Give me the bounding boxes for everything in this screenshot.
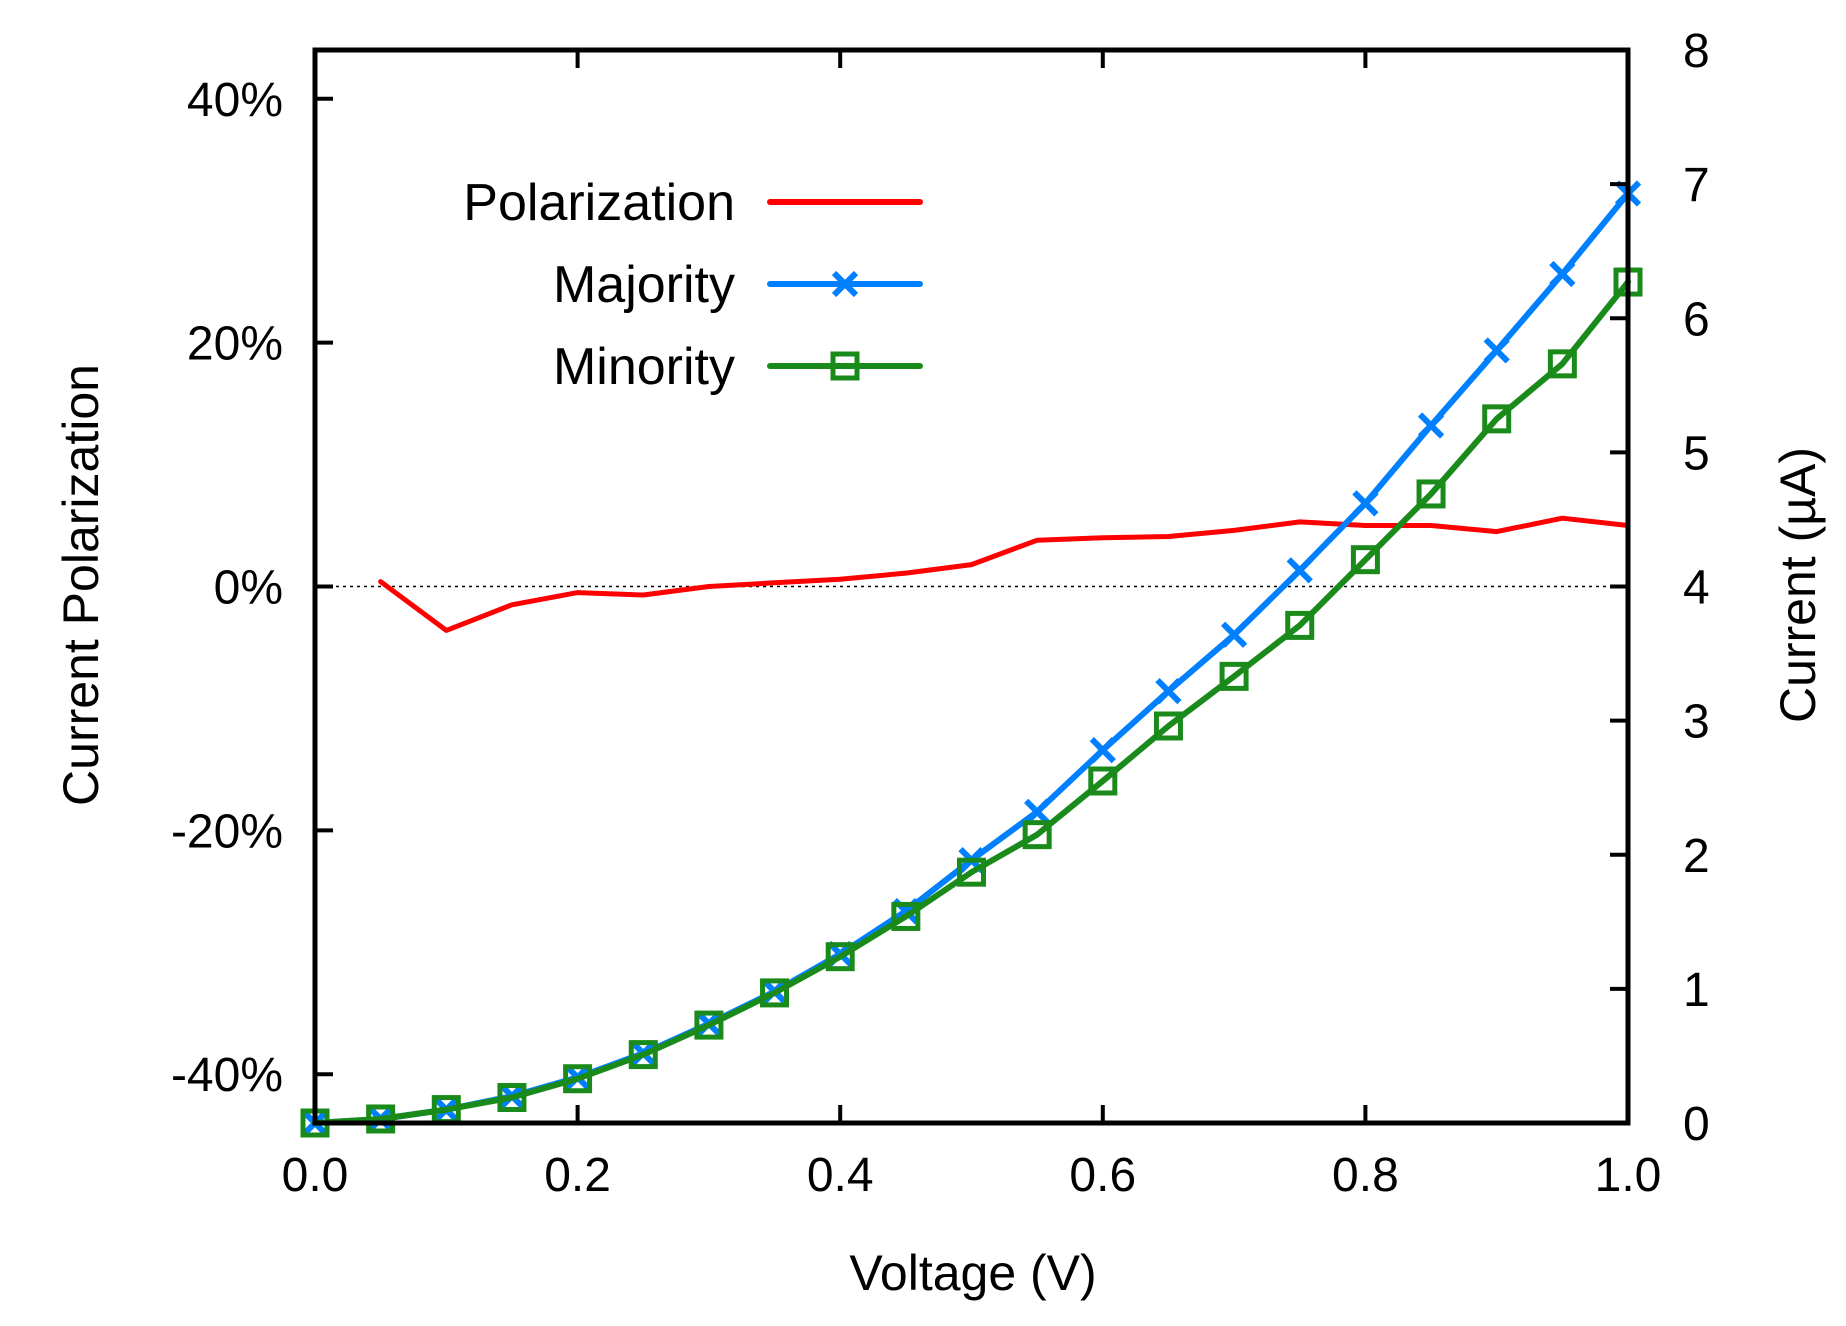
series-polarization [378,515,1631,633]
minority-point [1416,479,1446,509]
series-line-minority [312,279,1631,1126]
marker-cross-stroke [1024,798,1051,825]
majority-point [1417,412,1445,439]
majority-point [1024,798,1051,825]
marker-cross-stroke [1155,677,1182,705]
minority-point [1153,711,1183,741]
x-tick-label: 0.8 [1332,1149,1399,1202]
marker-cross-stroke [1089,737,1116,764]
minority-point [1482,404,1512,434]
series-minority [300,267,1643,1138]
majority-point [1220,621,1248,648]
minority-point [825,942,855,972]
y-right-tick-label: 5 [1683,427,1710,480]
legend-marker-minority [830,351,860,381]
y-right-tick-label: 0 [1683,1098,1710,1151]
minority-point [1547,349,1577,379]
minority-point [760,978,790,1008]
legend-label-minority: Minority [553,338,735,396]
y-right-tick-label: 7 [1683,159,1710,212]
marker-cross-stroke [1286,557,1313,584]
y-right-tick-label: 4 [1683,562,1710,615]
majority-point [1483,337,1510,364]
marker-cross-stroke [1352,490,1379,517]
marker-cross-stroke [1417,412,1445,439]
x-tick-label: 0.4 [807,1149,874,1202]
marker-cross-stroke [831,270,859,298]
minority-point [1088,766,1118,796]
y-left-tick-label: 0% [214,562,283,615]
minority-point [366,1104,396,1134]
y-axis-left-title: Current Polarization [53,364,109,806]
y-right-tick-label: 2 [1683,830,1710,883]
minority-point [563,1064,593,1094]
majority-point [1155,677,1182,705]
legend-label-polarization: Polarization [463,174,735,232]
minority-point [694,1010,724,1040]
legend-marker-majority [831,270,859,298]
majority-point [1089,737,1116,764]
minority-point [628,1040,658,1070]
x-tick-label: 0.0 [282,1149,349,1202]
series-line-majority [312,190,1631,1126]
majority-point [1286,557,1313,584]
x-tick-label: 1.0 [1595,1149,1662,1202]
marker-cross-stroke [1220,621,1248,648]
majority-point [1549,260,1576,288]
y-right-tick-label: 1 [1683,964,1710,1017]
series-line-polarization [378,515,1631,633]
y-left-tick-label: -20% [171,805,283,858]
minority-point [1350,545,1380,575]
y-left-tick-label: 40% [187,74,283,127]
y-right-tick-label: 3 [1683,696,1710,749]
series-majority [301,180,1642,1137]
marker-cross-stroke [1549,260,1576,288]
minority-point [497,1083,527,1113]
y-left-tick-label: -40% [171,1049,283,1102]
legend-item-polarization: Polarization [463,174,923,232]
legend-item-majority: Majority [553,256,923,314]
legend-item-minority: Minority [553,338,923,396]
y-right-tick-label: 6 [1683,293,1710,346]
y-left-tick-label: 20% [187,318,283,371]
legend-label-majority: Majority [553,256,735,314]
majority-point [1352,490,1379,517]
minority-point [891,901,921,931]
minority-point [1285,610,1315,640]
minority-point [1219,661,1249,691]
minority-point [957,857,986,887]
minority-point [1022,820,1052,850]
x-tick-label: 0.6 [1069,1149,1136,1202]
marker-cross-stroke [1483,337,1510,364]
x-axis-title: Voltage (V) [849,1245,1096,1301]
x-tick-label: 0.2 [544,1149,611,1202]
y-axis-right-title: Current (µA) [1770,447,1826,723]
y-right-tick-label: 8 [1683,25,1710,78]
